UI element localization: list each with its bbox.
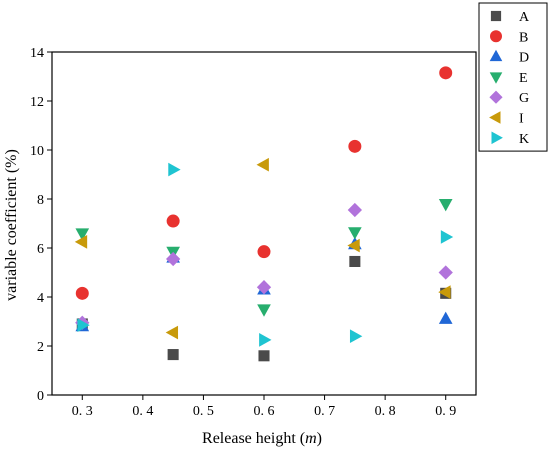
data-point-g: [256, 280, 272, 295]
x-axis-label-text: Release height (: [202, 430, 305, 447]
legend-item-e: E: [489, 71, 528, 86]
x-axis-label-unit: m: [305, 430, 317, 447]
data-point-b: [439, 66, 453, 80]
y-tick-label: 8: [37, 193, 44, 208]
x-tick-label: 0. 7: [314, 404, 335, 419]
y-tick-label: 14: [30, 46, 44, 61]
data-point-a: [349, 255, 361, 267]
x-tick-label: 0. 8: [375, 404, 396, 419]
data-point-i: [256, 157, 269, 172]
data-point-i: [165, 325, 179, 340]
data-point-b: [257, 245, 271, 259]
legend-label: I: [519, 112, 524, 127]
data-point-g: [347, 202, 363, 218]
legend-marker-g: [489, 90, 503, 104]
legend-marker-i: [489, 111, 501, 124]
legend-item-i: I: [489, 111, 524, 127]
x-tick-label: 0. 6: [254, 404, 275, 419]
legend-label: G: [519, 91, 529, 106]
data-point-g: [438, 265, 453, 280]
data-point-k: [440, 230, 454, 244]
data-point-e: [75, 228, 90, 241]
x-tick-label: 0. 9: [435, 404, 456, 419]
data-point-k: [168, 162, 181, 177]
legend-label: B: [519, 30, 528, 45]
legend-label: E: [519, 71, 528, 86]
legend-label: K: [519, 132, 529, 147]
legend-box: [478, 2, 548, 152]
legend-marker-d: [489, 49, 503, 62]
x-tick-label: 0. 3: [72, 404, 93, 419]
data-point-b: [75, 286, 89, 300]
data-point-e: [438, 199, 453, 212]
legend-label: D: [519, 51, 529, 66]
y-tick-label: 6: [37, 242, 44, 257]
y-tick-label: 2: [37, 340, 44, 355]
series-i: [74, 157, 451, 340]
legend-label: A: [519, 10, 530, 25]
data-point-d: [438, 311, 453, 324]
legend-item-d: D: [489, 49, 529, 66]
y-tick-label: 12: [30, 95, 44, 110]
data-point-e: [348, 227, 362, 240]
legend-marker-a: [490, 10, 502, 22]
data-point-e: [257, 304, 271, 317]
x-axis-label: Release height (m): [202, 430, 322, 447]
data-points: [74, 66, 454, 362]
data-point-g: [165, 251, 181, 267]
data-point-a: [167, 349, 179, 361]
x-tick-label: 0. 5: [193, 404, 214, 419]
data-point-i: [347, 238, 360, 253]
data-point-i: [438, 285, 451, 299]
data-point-k: [77, 318, 90, 332]
series-k: [77, 162, 454, 347]
legend-marker-b: [490, 30, 502, 43]
series-b: [75, 66, 453, 300]
y-tick-label: 0: [37, 389, 44, 404]
x-tick-label: 0. 4: [132, 404, 153, 419]
data-point-k: [349, 329, 363, 344]
legend-item-g: G: [489, 90, 529, 106]
y-tick-label: 4: [37, 291, 44, 306]
data-point-i: [74, 235, 88, 249]
data-point-b: [348, 139, 362, 153]
x-axis: 0. 3 0. 4 0. 5 0. 6 0. 7 0. 8 0. 9: [72, 395, 456, 419]
legend-marker-e: [489, 72, 503, 84]
data-point-b: [166, 214, 180, 228]
legend-item-a: A: [490, 10, 530, 25]
data-point-k: [259, 333, 272, 347]
y-axis-label: variable coefficient (%): [3, 149, 20, 301]
y-axis: 0 2 4 6 8 10 12 14: [30, 46, 52, 404]
y-tick-label: 10: [30, 144, 44, 159]
legend-item-b: B: [490, 30, 528, 45]
legend-marker-k: [491, 131, 503, 145]
legend-item-k: K: [491, 131, 529, 147]
data-point-a: [258, 350, 270, 362]
x-axis-label-close: ): [317, 430, 322, 447]
